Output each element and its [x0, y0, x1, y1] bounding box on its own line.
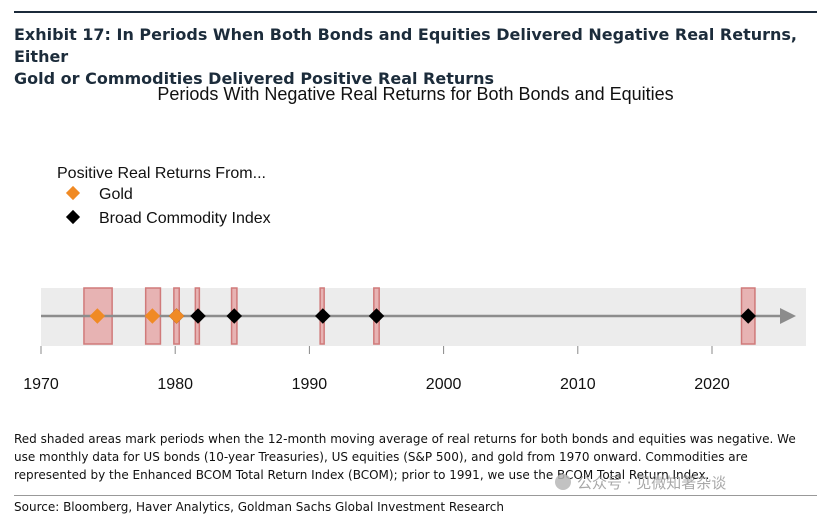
gold-marker-1: [144, 308, 161, 324]
legend-heading: Positive Real Returns From...: [57, 165, 266, 182]
legend-item-commodity: Broad Commodity Index: [65, 209, 271, 227]
x-tick-label-3: 2000: [426, 376, 462, 393]
watermark: 公众号 · 见微知著杂谈: [555, 472, 726, 493]
footnote: Red shaded areas mark periods when the 1…: [14, 432, 796, 482]
watermark-text: 公众号 · 见微知著杂谈: [577, 474, 727, 492]
chart-title: Periods With Negative Real Returns for B…: [157, 84, 674, 104]
gold-marker-2: [168, 308, 185, 324]
x-tick-label-4: 2010: [560, 376, 596, 393]
x-tick-label-1: 1980: [157, 376, 193, 393]
source-note: Source: Bloomberg, Haver Analytics, Gold…: [14, 500, 504, 514]
top-rule: [14, 11, 817, 13]
exhibit-title: Exhibit 17: In Periods When Both Bonds a…: [14, 25, 797, 88]
legend-gold-diamond-icon: [65, 185, 81, 201]
x-tick-label-5: 2020: [694, 376, 730, 393]
legend-commodity-diamond-icon: [65, 209, 81, 225]
legend-commodity-label: Broad Commodity Index: [99, 210, 271, 227]
x-tick-label-2: 1990: [292, 376, 328, 393]
x-tick-label-0: 1970: [23, 376, 59, 393]
bottom-rule: [14, 495, 817, 496]
timeline-arrow-head: [780, 308, 796, 324]
commodity-marker-2: [226, 308, 243, 324]
x-axis-ticks: 1970 1980 1990 2000 2010 2020: [23, 346, 730, 393]
legend-item-gold: Gold: [65, 185, 133, 203]
wechat-icon: [555, 474, 571, 490]
legend-gold-label: Gold: [99, 186, 133, 203]
commodity-marker-1: [190, 308, 206, 324]
timeline-chart: Positive Real Returns From... Gold Broad…: [23, 165, 806, 393]
